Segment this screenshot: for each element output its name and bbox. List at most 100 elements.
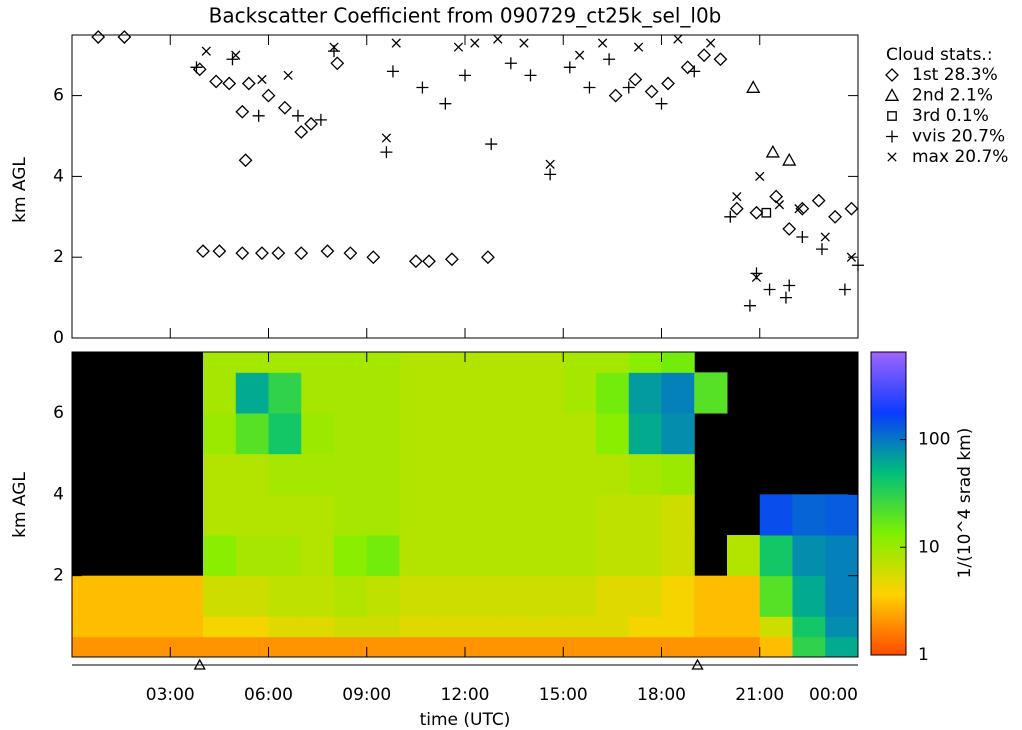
heatmap-cell	[432, 636, 466, 658]
heatmap-cell	[596, 535, 630, 577]
cross-marker	[732, 191, 742, 202]
heatmap-cell	[727, 575, 761, 617]
diamond-marker	[330, 56, 345, 71]
y-axis-label: km AGL	[10, 157, 30, 223]
x-axis-label: time (UTC)	[420, 710, 511, 730]
x-tick-label: 09:00	[342, 685, 391, 705]
heatmap-cell	[727, 535, 761, 577]
heatmap-cell	[203, 535, 237, 577]
heatmap-cell	[596, 636, 630, 658]
diamond-marker	[238, 153, 253, 168]
cross-marker	[673, 34, 683, 44]
plus-marker	[416, 81, 429, 94]
cross-marker	[633, 42, 644, 52]
heatmap-cell	[366, 636, 400, 658]
heatmap-cell	[497, 453, 531, 495]
cross-marker	[846, 252, 857, 262]
heatmap-cell	[432, 616, 466, 638]
heatmap-cell	[235, 616, 269, 638]
diamond-marker	[320, 244, 335, 259]
heatmap-cell	[301, 616, 335, 638]
heatmap-cell	[432, 494, 466, 536]
diamond-marker	[294, 125, 309, 139]
diamond-marker	[422, 254, 436, 269]
x-tick-label: 00:00	[809, 685, 858, 705]
heatmap-cell	[137, 636, 171, 658]
heatmap-cell	[334, 453, 368, 495]
cross-marker	[705, 38, 716, 48]
heatmap-cell	[497, 372, 531, 414]
heatmap-cell	[628, 616, 662, 638]
diamond-marker	[885, 68, 899, 82]
heatmap-cell	[203, 494, 237, 536]
heatmap-cell	[497, 494, 531, 536]
heatmap-cell	[628, 494, 662, 536]
heatmap-cell	[399, 352, 433, 373]
triangle-marker	[884, 88, 900, 101]
heatmap-cell	[432, 413, 466, 455]
triangle-marker	[746, 80, 761, 93]
plus-marker	[622, 81, 635, 94]
heatmap-cell	[661, 453, 695, 495]
heatmap-cell	[530, 535, 564, 577]
heatmap-cell	[268, 413, 302, 455]
heatmap-cell	[268, 575, 302, 617]
plus-marker	[504, 57, 517, 70]
heatmap-cell	[301, 494, 335, 536]
plot-frame	[71, 351, 859, 658]
cross-marker	[493, 34, 503, 44]
cross-marker	[574, 50, 585, 60]
heatmap-cell	[399, 372, 433, 414]
heatmap-cell	[694, 636, 728, 658]
heatmap-cell	[399, 535, 433, 577]
plus-marker	[815, 243, 828, 256]
plot-frame	[71, 34, 859, 339]
cross-marker	[470, 38, 480, 48]
diamond-marker	[644, 84, 659, 99]
x-tick-label: 21:00	[735, 685, 784, 705]
heatmap-cell	[792, 494, 826, 536]
heatmap-cell	[301, 636, 335, 658]
colorbar-tick-label: 100	[918, 430, 950, 450]
heatmap-cell	[497, 413, 531, 455]
y-tick-label: 4	[53, 166, 64, 186]
heatmap-cell	[137, 616, 171, 638]
diamond-marker	[844, 201, 859, 216]
plus-marker	[252, 109, 265, 122]
heatmap-cell	[825, 636, 859, 658]
heatmap-cell	[203, 575, 237, 617]
x-tick-label: 03:00	[146, 685, 195, 705]
colorbar-label: 1/(10^4 srad km)	[955, 428, 975, 579]
plus-marker	[583, 81, 596, 94]
heatmap-cell	[759, 575, 793, 617]
y-tick-label: 0	[53, 328, 64, 348]
heatmap-cell	[301, 352, 335, 373]
heatmap-cell	[563, 535, 597, 577]
heatmap-cell	[268, 352, 302, 373]
plus-marker	[724, 210, 737, 223]
heatmap-cell	[465, 352, 499, 373]
cross-marker	[545, 159, 555, 169]
diamond-marker	[729, 201, 744, 216]
cross-marker	[597, 38, 608, 48]
heatmap-cell	[530, 575, 564, 617]
heatmap-cell	[235, 494, 269, 536]
heatmap-cell	[759, 535, 793, 577]
diamond-marker	[628, 72, 643, 87]
plus-marker	[838, 283, 851, 296]
chart-title: Backscatter Coefficient from 090729_ct25…	[209, 4, 722, 28]
plus-marker	[563, 61, 576, 74]
heatmap-cell	[235, 372, 269, 414]
y-axis-label: km AGL	[10, 472, 30, 538]
diamond-marker	[294, 246, 309, 261]
heatmap-cell	[792, 535, 826, 577]
heatmap-cell	[366, 575, 400, 617]
heatmap-cell	[694, 616, 728, 638]
heatmap-cell	[497, 352, 531, 373]
heatmap-cell	[334, 494, 368, 536]
heatmap-cell	[432, 453, 466, 495]
heatmap-cell	[203, 636, 237, 658]
triangle-marker	[782, 152, 797, 166]
heatmap-cell	[563, 413, 597, 455]
heatmap-cell	[235, 535, 269, 577]
